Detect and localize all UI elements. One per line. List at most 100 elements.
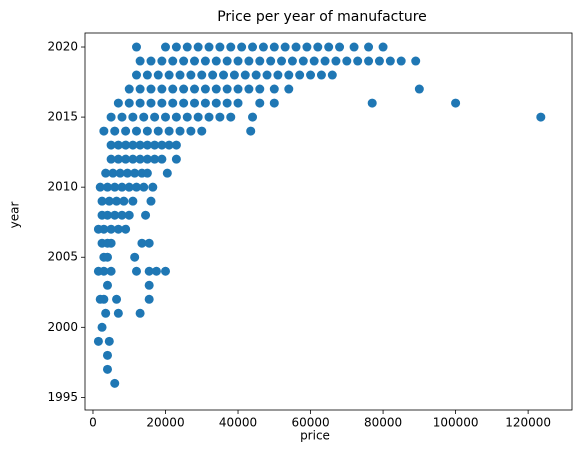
chart-title: Price per year of manufacture xyxy=(217,9,427,25)
point xyxy=(175,70,185,80)
point xyxy=(139,112,149,122)
point xyxy=(157,84,167,94)
point xyxy=(313,42,323,52)
point xyxy=(113,308,123,318)
point xyxy=(237,42,247,52)
point xyxy=(102,210,112,220)
point xyxy=(262,70,272,80)
point xyxy=(106,154,116,164)
point xyxy=(211,98,221,108)
point xyxy=(106,112,116,122)
point xyxy=(179,56,189,66)
point xyxy=(135,308,145,318)
point xyxy=(164,126,174,136)
point xyxy=(536,112,546,122)
point xyxy=(269,42,279,52)
point xyxy=(104,196,114,206)
point xyxy=(142,126,152,136)
point xyxy=(179,98,189,108)
point xyxy=(144,238,154,248)
point xyxy=(291,42,301,52)
point xyxy=(115,168,125,178)
point xyxy=(266,56,276,66)
point xyxy=(171,140,181,150)
point xyxy=(161,266,171,276)
point xyxy=(193,112,203,122)
y-tick-label: 2015 xyxy=(47,110,78,124)
point xyxy=(349,42,359,52)
point xyxy=(197,126,207,136)
point xyxy=(144,294,154,304)
point xyxy=(171,42,181,52)
point xyxy=(244,84,254,94)
point xyxy=(251,70,261,80)
point xyxy=(157,98,167,108)
point xyxy=(335,42,345,52)
x-tick-label: 20000 xyxy=(146,416,184,430)
point xyxy=(130,252,140,262)
point xyxy=(168,56,178,66)
x-tick-label: 60000 xyxy=(291,416,329,430)
point xyxy=(135,154,145,164)
x-tick-label: 80000 xyxy=(364,416,402,430)
point xyxy=(157,56,167,66)
point xyxy=(211,56,221,66)
point xyxy=(190,56,200,66)
point xyxy=(364,42,374,52)
point xyxy=(233,84,243,94)
point xyxy=(99,224,109,234)
point xyxy=(226,42,236,52)
point xyxy=(378,42,388,52)
point xyxy=(113,140,123,150)
point xyxy=(171,154,181,164)
point xyxy=(324,42,334,52)
point xyxy=(112,294,122,304)
y-tick-label: 1995 xyxy=(47,390,78,404)
point xyxy=(255,98,265,108)
point xyxy=(102,280,112,290)
point xyxy=(117,210,127,220)
point xyxy=(367,98,377,108)
point xyxy=(208,70,218,80)
point xyxy=(364,56,374,66)
point xyxy=(131,182,141,192)
point xyxy=(161,112,171,122)
point xyxy=(104,336,114,346)
point xyxy=(146,84,156,94)
point xyxy=(157,154,167,164)
point xyxy=(298,56,308,66)
point xyxy=(124,84,134,94)
point xyxy=(226,112,236,122)
point xyxy=(131,126,141,136)
point xyxy=(233,56,243,66)
point xyxy=(99,126,109,136)
point xyxy=(151,266,161,276)
point xyxy=(200,56,210,66)
point xyxy=(142,154,152,164)
point xyxy=(222,98,232,108)
point xyxy=(128,112,138,122)
point xyxy=(148,182,158,192)
point xyxy=(222,84,232,94)
plot-frame xyxy=(84,32,573,411)
point xyxy=(246,126,256,136)
point xyxy=(244,56,254,66)
point xyxy=(130,168,140,178)
point xyxy=(200,98,210,108)
point xyxy=(316,70,326,80)
x-tick-label: 0 xyxy=(89,416,97,430)
x-axis-label: price xyxy=(300,429,330,443)
point xyxy=(131,70,141,80)
point xyxy=(168,98,178,108)
point xyxy=(255,56,265,66)
x-tick-label: 120000 xyxy=(505,416,551,430)
point xyxy=(414,84,424,94)
y-axis-label: year xyxy=(8,202,22,229)
point xyxy=(117,182,127,192)
point xyxy=(97,322,107,332)
point xyxy=(164,70,174,80)
point xyxy=(93,336,103,346)
y-tick-label: 2020 xyxy=(47,40,78,54)
x-tick-label: 100000 xyxy=(433,416,479,430)
